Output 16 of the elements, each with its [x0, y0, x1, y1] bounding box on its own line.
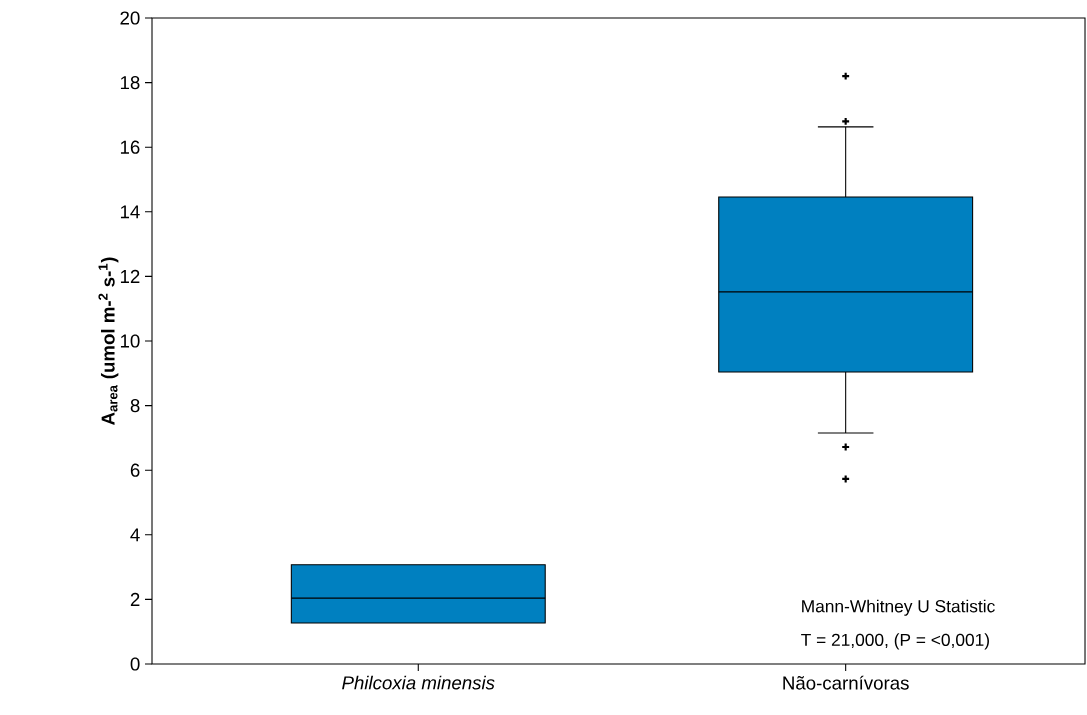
y-tick-label: 14	[120, 205, 140, 219]
y-tick-label: 0	[130, 657, 140, 671]
y-tick-label: 10	[120, 334, 140, 348]
annotation: Mann-Whitney U Statistic	[802, 599, 995, 616]
y-tick-label: 18	[120, 75, 140, 90]
y-tick-label: 20	[120, 11, 140, 25]
y-axis-title: A$_{area}$ (umol m-$^{2}$ s-$^{1}$)	[98, 257, 119, 425]
y-tick-label: 8	[130, 398, 140, 413]
x-tick-label: Philcoxia minensis	[342, 675, 495, 690]
annotation: T = 21,000, (P = <0,001)	[801, 633, 989, 650]
y-tick-label: 12	[120, 269, 140, 283]
y-tick-label: 6	[130, 463, 140, 477]
y-tick-label: 4	[130, 528, 140, 542]
x-tick-label: Não-carnívoras	[783, 675, 909, 690]
y-tick-label: 2	[130, 592, 140, 606]
y-tick-label: 16	[120, 140, 140, 154]
